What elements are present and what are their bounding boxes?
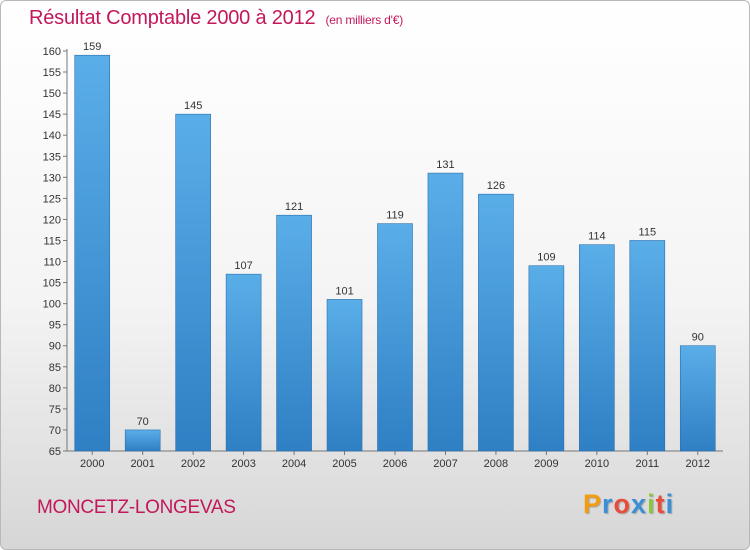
- bar-2004: [276, 214, 312, 452]
- x-tick-label: 2012: [686, 458, 710, 470]
- y-tick-label: 110: [43, 257, 61, 269]
- logo-letter: t: [655, 489, 666, 519]
- value-label: 131: [436, 159, 454, 171]
- logo-letter: r: [602, 489, 614, 519]
- logo-letter: i: [647, 489, 656, 519]
- x-tick-label: 2001: [130, 458, 154, 470]
- x-tick-label: 2006: [383, 458, 407, 470]
- y-tick-label: 125: [43, 193, 61, 205]
- value-label: 70: [137, 416, 149, 428]
- y-tick-label: 145: [43, 109, 61, 121]
- y-tick-label: 75: [49, 404, 61, 416]
- y-tick-label: 155: [43, 67, 61, 79]
- value-label: 121: [285, 201, 303, 213]
- bar-2005: [326, 299, 363, 452]
- x-tick-label: 2007: [433, 458, 457, 470]
- x-tick-label: 2004: [282, 458, 306, 470]
- x-tick-label: 2011: [635, 458, 659, 470]
- y-tick-label: 90: [49, 341, 61, 353]
- bar-2006: [377, 223, 413, 452]
- y-tick-label: 70: [49, 425, 61, 437]
- bar-2010: [579, 244, 615, 452]
- y-tick-label: 95: [49, 320, 61, 332]
- y-tick-label: 120: [43, 214, 61, 226]
- bar-2008: [478, 193, 514, 452]
- chart-subtitle: (en milliers d'€): [325, 13, 404, 27]
- logo-letter: P: [583, 489, 603, 519]
- bar-2012: [679, 345, 716, 452]
- logo-letter: x: [631, 489, 648, 519]
- title-text: Résultat Comptable 2000 à 2012: [29, 7, 316, 29]
- value-label: 126: [487, 180, 505, 192]
- y-tick-label: 80: [49, 383, 61, 395]
- x-tick-label: 2009: [534, 458, 558, 470]
- x-tick-label: 2005: [332, 458, 356, 470]
- value-label: 109: [537, 252, 555, 264]
- logo-letter: o: [613, 489, 632, 519]
- bar-2001: [124, 429, 161, 452]
- bar-2002: [175, 113, 211, 452]
- bar-2000: [74, 54, 111, 452]
- logo-letter: i: [665, 489, 675, 519]
- value-label: 101: [335, 285, 353, 297]
- value-label: 119: [386, 210, 404, 222]
- x-tick-label: 2003: [231, 458, 255, 470]
- value-label: 159: [83, 41, 101, 53]
- commune-name: MONCETZ-LONGEVAS: [37, 497, 236, 518]
- y-tick-label: 105: [43, 278, 61, 290]
- y-tick-label: 115: [43, 235, 61, 247]
- value-label: 107: [234, 260, 252, 272]
- value-label: 90: [692, 332, 704, 344]
- bar-2011: [629, 240, 666, 452]
- x-tick-label: 2008: [484, 458, 508, 470]
- bar-2009: [528, 265, 565, 452]
- bar-2003: [225, 273, 262, 452]
- y-tick-label: 100: [43, 299, 61, 311]
- y-tick-label: 135: [43, 151, 61, 163]
- y-tick-label: 160: [43, 46, 61, 58]
- y-tick-label: 65: [49, 446, 61, 458]
- value-label: 115: [639, 226, 657, 238]
- x-tick-label: 2000: [80, 458, 104, 470]
- bar-2007: [427, 172, 464, 452]
- y-tick-label: 85: [49, 362, 61, 374]
- value-label: 145: [184, 100, 202, 112]
- proxiti-logo: Proxiti: [583, 489, 674, 520]
- chart-title: Résultat Comptable 2000 à 2012 (en millie…: [29, 7, 403, 30]
- y-tick-label: 150: [43, 88, 61, 100]
- y-tick-label: 130: [43, 172, 61, 184]
- x-tick-label: 2010: [585, 458, 609, 470]
- y-tick-label: 140: [43, 130, 61, 142]
- x-tick-label: 2002: [181, 458, 205, 470]
- value-label: 114: [588, 231, 606, 243]
